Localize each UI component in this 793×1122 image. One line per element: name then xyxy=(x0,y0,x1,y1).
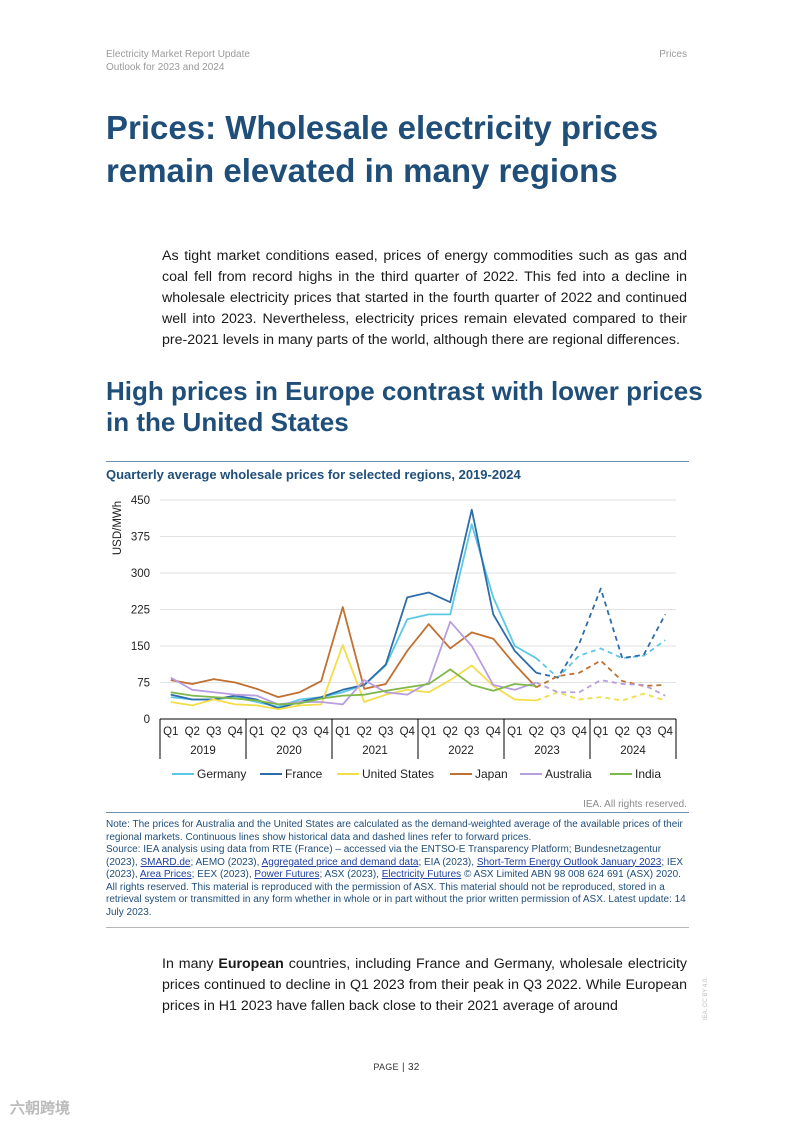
legend-label: Germany xyxy=(197,767,246,781)
legend-label: Australia xyxy=(545,767,592,781)
series-line-historical xyxy=(170,606,537,699)
source-text-2: ; AEMO (2023), xyxy=(190,856,260,868)
y-tick-label: 75 xyxy=(137,678,150,690)
y-tick-label: 225 xyxy=(131,605,150,617)
chart-top-rule xyxy=(106,461,689,462)
source-text-7: © ASX Limited ABN 98 008 624 691 (ASX) 2… xyxy=(106,869,686,918)
notes-top-rule xyxy=(106,812,689,813)
x-tick-label: Q1 xyxy=(249,726,264,738)
legend-label: India xyxy=(635,767,661,781)
year-label: 2019 xyxy=(190,745,216,757)
series-line-forward xyxy=(535,659,666,689)
x-tick-label: Q4 xyxy=(572,726,588,738)
page-label: Page xyxy=(373,1062,399,1072)
x-tick-label: Q1 xyxy=(507,726,522,738)
series-line-historical xyxy=(170,620,537,706)
year-label: 2020 xyxy=(276,745,302,757)
source-text-5: ; EEX (2023), xyxy=(191,869,252,880)
y-tick-label: 300 xyxy=(131,568,150,580)
chart-rights: IEA. All rights reserved. xyxy=(583,799,687,810)
page-footer: Page | 32 xyxy=(0,1062,793,1073)
page-separator: | xyxy=(401,1062,408,1073)
x-tick-label: Q3 xyxy=(206,726,221,738)
eia-link[interactable]: Short-Term Energy Outlook January 2023 xyxy=(476,856,662,868)
eex-link[interactable]: Power Futures xyxy=(254,869,320,880)
source-text-6: ; ASX (2023), xyxy=(319,869,379,880)
report-subtitle: Outlook for 2023 and 2024 xyxy=(106,62,225,73)
y-tick-label: 375 xyxy=(131,532,150,544)
source-text-3: ; EIA (2023), xyxy=(418,856,475,868)
body-text-b: countries, including France and Germany,… xyxy=(162,956,687,1014)
chart-grid xyxy=(160,499,676,683)
section-label: Prices xyxy=(659,49,687,60)
year-label: 2021 xyxy=(362,745,388,757)
source-text-4: ; IEX (2023), xyxy=(106,856,684,881)
section-heading: High prices in Europe contrast with lowe… xyxy=(106,376,703,437)
year-label: 2023 xyxy=(534,745,560,757)
x-tick-label: Q3 xyxy=(292,726,307,738)
page-title: Prices: Wholesale electricity prices rem… xyxy=(106,109,659,189)
smard-link[interactable]: SMARD.de xyxy=(140,856,191,868)
series-line-historical xyxy=(170,644,537,711)
notes-bottom-rule xyxy=(106,927,689,928)
x-tick-label: Q4 xyxy=(228,726,244,738)
x-axis: Q1 Q2 Q3 Q4 Q1 Q2 Q3 Q4 Q1 Q2 Q3 Q4 Q1 Q2 Q3 Q4 Q1 Q2 Q3 Q4… xyxy=(159,718,677,759)
series-line-historical xyxy=(170,508,537,710)
year-label: 2022 xyxy=(448,745,474,757)
y-axis-ticks: 0 75 150 225 300 375 450 xyxy=(131,495,150,726)
x-tick-label: Q2 xyxy=(529,726,544,738)
chart-series xyxy=(170,508,667,711)
body-text-bold: European xyxy=(218,956,284,972)
body-text-a: In many xyxy=(162,956,214,972)
report-title: Electricity Market Report Update xyxy=(106,49,250,60)
x-tick-label: Q1 xyxy=(421,726,436,738)
legend-label: Japan xyxy=(475,767,508,781)
y-tick-label: 450 xyxy=(131,495,150,507)
x-tick-label: Q4 xyxy=(658,726,674,738)
x-tick-label: Q1 xyxy=(593,726,608,738)
x-tick-label: Q2 xyxy=(615,726,630,738)
legend-label: France xyxy=(285,767,323,781)
y-tick-label: 0 xyxy=(144,714,150,726)
watermark: 六朝跨境 xyxy=(10,1100,71,1117)
x-tick-label: Q2 xyxy=(443,726,458,738)
year-label: 2024 xyxy=(620,745,646,757)
series-line-historical xyxy=(170,523,537,708)
x-tick-label: Q3 xyxy=(636,726,651,738)
y-tick-label: 150 xyxy=(131,641,150,653)
running-header: Electricity Market Report Update Outlook… xyxy=(106,48,250,74)
page-number: 32 xyxy=(407,1062,420,1073)
chart-legend: Germany France United States Japan Australia… xyxy=(172,767,661,781)
x-tick-label: Q4 xyxy=(486,726,502,738)
chart-title: Quarterly average wholesale prices for s… xyxy=(106,467,521,482)
aemo-link[interactable]: Aggregated price and demand data xyxy=(261,856,419,868)
x-tick-label: Q4 xyxy=(400,726,416,738)
x-tick-label: Q3 xyxy=(464,726,479,738)
x-tick-label: Q2 xyxy=(185,726,200,738)
note-text: Note: The prices for Australia and the U… xyxy=(106,819,683,843)
source-text-1: Source: IEA analysis using data from RTE… xyxy=(106,844,662,868)
legend-label: United States xyxy=(362,767,434,781)
body-paragraph: In many European countries, including Fr… xyxy=(162,954,687,1017)
series-line-historical xyxy=(170,668,537,706)
x-tick-label: Q1 xyxy=(335,726,350,738)
x-tick-label: Q3 xyxy=(378,726,393,738)
intro-paragraph: As tight market conditions eased, prices… xyxy=(162,248,687,348)
x-tick-label: Q1 xyxy=(163,726,178,738)
y-axis-label: USD/MWh xyxy=(112,501,124,555)
x-tick-label: Q3 xyxy=(550,726,565,738)
x-tick-label: Q4 xyxy=(314,726,330,738)
license-side-text: IEA. CC BY 4.0. xyxy=(703,977,709,1020)
asx-link[interactable]: Electricity Futures xyxy=(381,869,462,880)
x-tick-label: Q2 xyxy=(271,726,286,738)
chart-notes: Note: The prices for Australia and the U… xyxy=(106,819,689,919)
iex-link[interactable]: Area Prices xyxy=(139,869,192,880)
series-line-forward xyxy=(535,691,666,702)
x-tick-label: Q2 xyxy=(357,726,372,738)
series-line-forward xyxy=(536,587,667,679)
